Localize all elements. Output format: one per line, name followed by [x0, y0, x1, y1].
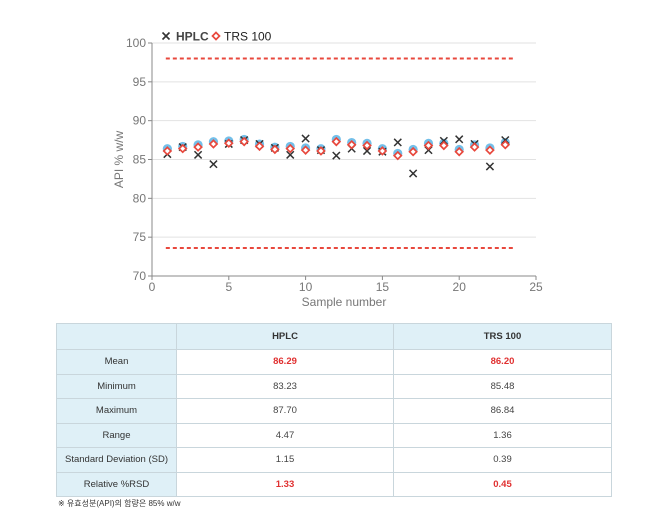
- x-tick-label: 0: [149, 280, 156, 294]
- point-trs100: [223, 138, 234, 148]
- point-trs100: [300, 145, 311, 155]
- table-row: Minimum 83.23 85.48: [56, 373, 612, 399]
- legend-marker-hplc: [161, 31, 171, 41]
- point-trs100: [208, 139, 219, 149]
- row-label: Minimum: [56, 373, 177, 399]
- x-tick-label: 25: [529, 280, 543, 294]
- point-hplc: [408, 169, 418, 178]
- table-row: Range 4.47 1.36: [56, 422, 612, 448]
- point-hplc: [193, 150, 203, 159]
- point-trs100: [485, 145, 495, 155]
- table-row: Mean 86.29 86.20: [56, 349, 612, 375]
- column-header-blank: [56, 323, 177, 350]
- cell-hplc: 4.47: [176, 422, 394, 448]
- row-label: Relative %RSD: [56, 471, 177, 497]
- cell-trs: 0.39: [393, 447, 612, 473]
- y-tick-label: 90: [133, 114, 147, 128]
- y-tick-label: 100: [126, 36, 146, 50]
- cell-trs: 1.36: [393, 422, 612, 448]
- y-tick-label: 95: [133, 75, 147, 89]
- table-header-row: HPLC TRS 100: [56, 323, 612, 350]
- point-hplc: [393, 138, 402, 147]
- cell-hplc: 1.15: [176, 447, 394, 473]
- grid-layer: [152, 42, 536, 238]
- point-trs100: [316, 146, 326, 156]
- cell-hplc: 87.70: [176, 398, 394, 424]
- point-hplc: [286, 150, 295, 159]
- y-axis-title: API % w/w: [112, 131, 126, 189]
- x-tick-label: 5: [225, 280, 232, 294]
- point-hplc: [301, 134, 310, 143]
- row-label: Range: [56, 422, 177, 448]
- cell-hplc: 86.29: [176, 349, 394, 375]
- point-trs100: [392, 150, 403, 161]
- point-trs100: [331, 136, 342, 147]
- cell-trs: 86.84: [393, 398, 612, 424]
- row-label: Maximum: [56, 398, 177, 424]
- point-hplc: [455, 135, 464, 144]
- column-header-hplc: HPLC: [176, 323, 394, 350]
- point-trs100: [423, 140, 434, 151]
- x-tick-label: 20: [453, 280, 467, 294]
- column-header-trs: TRS 100: [393, 323, 612, 350]
- row-label: Standard Deviation (SD): [56, 447, 177, 473]
- point-trs100: [408, 146, 418, 157]
- point-trs100: [362, 140, 372, 151]
- cell-hplc: 1.33: [176, 471, 394, 497]
- point-trs100: [254, 141, 265, 152]
- point-trs100: [500, 139, 511, 150]
- point-trs100: [270, 144, 280, 155]
- point-hplc: [362, 146, 372, 156]
- point-trs100: [439, 140, 449, 151]
- statistics-table: HPLC TRS 100 Mean 86.29 86.20 Minimum 83.23 8…: [56, 323, 612, 497]
- point-hplc: [209, 160, 218, 169]
- point-hplc: [485, 162, 495, 171]
- point-trs100: [346, 139, 357, 150]
- footnote: ※ 유효성분(API)의 함량은 85% w/w: [58, 499, 181, 508]
- point-trs100: [454, 146, 465, 157]
- point-trs100: [285, 143, 296, 154]
- y-tick-label: 80: [133, 191, 147, 205]
- cell-trs: 86.20: [393, 349, 612, 375]
- cell-trs: 0.45: [393, 471, 612, 497]
- point-trs100: [193, 142, 203, 152]
- y-tick-label: 70: [133, 269, 147, 283]
- point-trs100: [177, 143, 188, 154]
- y-tick-label: 75: [133, 230, 147, 244]
- legend: HPLC TRS 100: [161, 30, 272, 44]
- point-hplc: [332, 151, 341, 160]
- point-trs100: [239, 136, 249, 147]
- legend-marker-trs100: [211, 31, 221, 41]
- table-row: Relative %RSD 1.33 0.45: [56, 471, 612, 497]
- cell-hplc: 83.23: [176, 373, 394, 399]
- data-marks: [162, 134, 511, 178]
- point-trs100: [162, 146, 173, 156]
- axes: 70 75 80 85 90 95 100 0 5 10 15 20 25 Sample number AP…: [112, 36, 543, 309]
- table-row: Maximum 87.70 86.84: [56, 398, 612, 424]
- api-scatter-chart: 70 75 80 85 90 95 100 0 5 10 15 20 25 Sample number AP…: [112, 30, 543, 310]
- legend-label-hplc: HPLC: [176, 30, 209, 44]
- x-tick-label: 10: [299, 280, 313, 294]
- row-label: Mean: [56, 349, 177, 375]
- x-axis-title: Sample number: [302, 295, 387, 309]
- point-trs100: [377, 146, 388, 156]
- y-tick-label: 85: [133, 153, 147, 167]
- point-trs100: [469, 142, 480, 152]
- legend-label-trs100: TRS 100: [224, 30, 272, 44]
- limit-lines: [165, 57, 515, 250]
- cell-trs: 85.48: [393, 373, 612, 399]
- table-row: Standard Deviation (SD) 1.15 0.39: [56, 447, 612, 473]
- x-tick-label: 15: [376, 280, 390, 294]
